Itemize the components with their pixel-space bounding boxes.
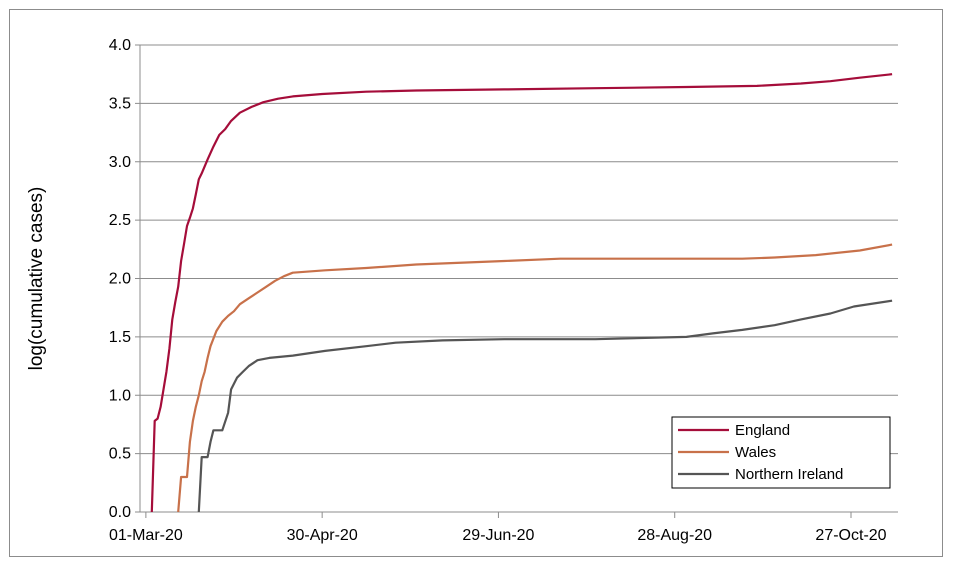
x-tick-label: 01-Mar-20 xyxy=(109,527,183,544)
x-tick-label: 30-Apr-20 xyxy=(287,527,358,544)
y-tick-label: 1.5 xyxy=(109,329,131,346)
series-line-northern-ireland xyxy=(197,299,893,513)
y-tick-label: 3.5 xyxy=(109,95,131,112)
y-axis-title: log(cumulative cases) xyxy=(26,187,47,371)
y-tick-label: 2.5 xyxy=(109,212,131,229)
x-tick-label: 27-Oct-20 xyxy=(815,527,886,544)
y-tick-labels: 0.0 0.5 1.0 1.5 2.0 2.5 3.0 3.5 4.0 xyxy=(109,37,140,521)
y-tick-label: 2.0 xyxy=(109,271,131,288)
x-tick-label: 29-Jun-20 xyxy=(462,527,534,544)
y-tick-label: 4.0 xyxy=(109,37,131,54)
series-lines xyxy=(150,73,893,513)
y-tick-label: 0.0 xyxy=(109,504,131,521)
y-tick-label: 1.0 xyxy=(109,387,131,404)
x-tick-labels: 01-Mar-20 30-Apr-20 29-Jun-20 28-Aug-20 27-O… xyxy=(109,512,887,544)
y-tick-label: 0.5 xyxy=(109,446,131,463)
legend-entry: Wales xyxy=(735,444,776,461)
legend: England Wales Northern Ireland xyxy=(671,416,891,489)
x-tick-label: 28-Aug-20 xyxy=(637,527,712,544)
legend-entry: England xyxy=(735,422,790,439)
series-line-england xyxy=(150,73,893,513)
series-line-wales xyxy=(177,243,893,513)
y-tick-label: 3.0 xyxy=(109,154,131,171)
legend-entry: Northern Ireland xyxy=(735,466,843,483)
